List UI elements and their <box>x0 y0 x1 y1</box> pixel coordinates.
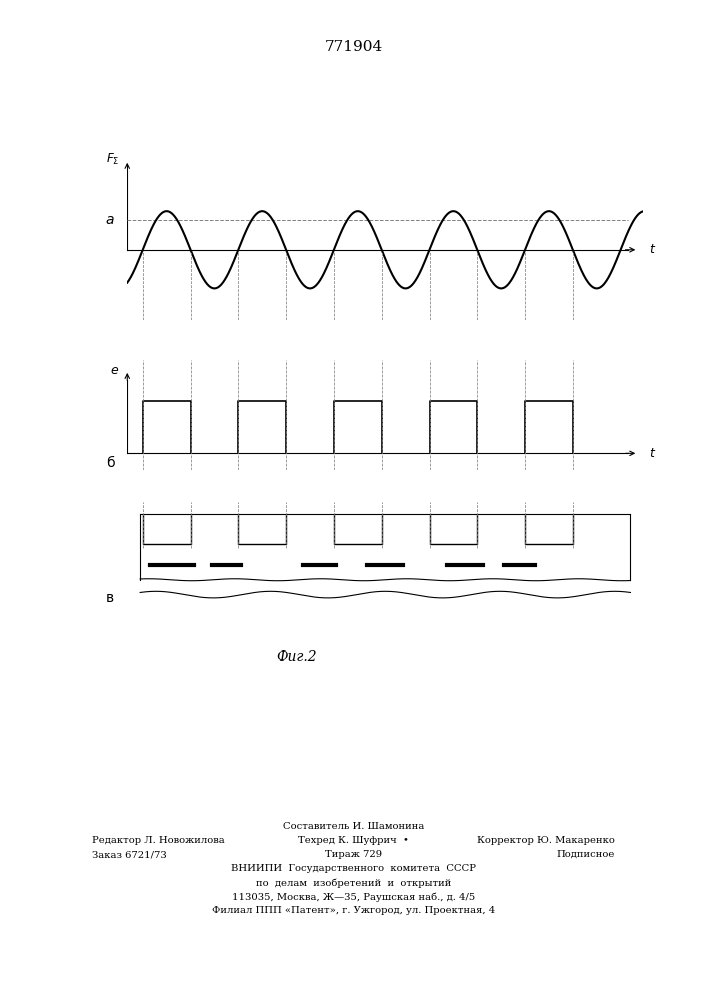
Text: $e$: $e$ <box>110 363 119 376</box>
Text: $t$: $t$ <box>648 447 656 460</box>
Text: Корректор Ю. Макаренко: Корректор Ю. Макаренко <box>477 836 615 845</box>
Text: 771904: 771904 <box>325 40 382 54</box>
Text: Составитель И. Шамонина: Составитель И. Шамонина <box>283 822 424 831</box>
Text: в: в <box>106 591 115 605</box>
Text: Редактор Л. Новожилова: Редактор Л. Новожилова <box>92 836 225 845</box>
Text: Техред К. Шуфрич  •: Техред К. Шуфрич • <box>298 836 409 845</box>
Text: Тираж 729: Тираж 729 <box>325 850 382 859</box>
Text: Подписное: Подписное <box>556 850 615 859</box>
Text: Фиг.2: Фиг.2 <box>276 650 317 664</box>
Text: $t$: $t$ <box>648 243 656 256</box>
Text: ВНИИПИ  Государственного  комитета  СССР: ВНИИПИ Государственного комитета СССР <box>231 864 476 873</box>
Text: по  делам  изобретений  и  открытий: по делам изобретений и открытий <box>256 878 451 888</box>
Text: б: б <box>106 456 115 470</box>
Text: Заказ 6721/73: Заказ 6721/73 <box>92 850 167 859</box>
Text: 113035, Москва, Ж—35, Раушская наб., д. 4/5: 113035, Москва, Ж—35, Раушская наб., д. … <box>232 892 475 902</box>
Text: Филиал ППП «Патент», г. Ужгород, ул. Проектная, 4: Филиал ППП «Патент», г. Ужгород, ул. Про… <box>212 906 495 915</box>
Text: $F_{\Sigma}$: $F_{\Sigma}$ <box>106 152 119 167</box>
Text: $a$: $a$ <box>105 213 115 227</box>
